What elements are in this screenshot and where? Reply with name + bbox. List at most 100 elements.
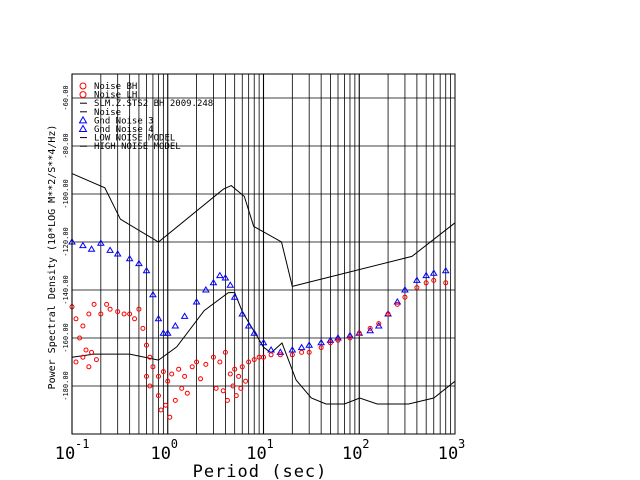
legend-label: Gnd Noise 4 [94, 125, 154, 135]
data-point-circle [115, 309, 121, 315]
data-point-triangle [413, 276, 421, 283]
data-point-circle [318, 345, 324, 351]
x-axis-label: Period (sec) [193, 462, 328, 480]
data-point-triangle [244, 322, 253, 329]
legend-symbol-triangle [78, 124, 88, 132]
data-point-circle [98, 311, 104, 317]
data-point-circle [251, 357, 257, 363]
data-point-circle [182, 373, 188, 379]
data-point-circle [232, 366, 238, 372]
legend-label: LOW NOISE MODEL [94, 134, 175, 144]
data-point-triangle [87, 245, 96, 252]
y-axis-label: Power Spectral Density (10*LOG M**2/S**4… [47, 125, 58, 390]
data-point-triangle [154, 314, 163, 322]
data-point-circle [227, 371, 233, 377]
data-point-circle [261, 354, 266, 360]
data-point-triangle [171, 322, 180, 329]
data-point-circle [184, 390, 190, 396]
legend-label: SLM.Z.STS2 BH 2009.248 [94, 99, 213, 109]
data-point-circle [91, 301, 97, 307]
data-point-circle [230, 383, 236, 389]
data-point-circle [402, 294, 408, 300]
legend-entry: Gnd Noise 3 [78, 115, 154, 126]
data-point-circle [132, 316, 138, 322]
data-point-triangle [79, 241, 87, 249]
data-point-triangle [334, 334, 342, 341]
data-point-triangle [393, 298, 402, 305]
legend-label: HIGH NOISE MODEL [94, 142, 181, 152]
data-point-circle [198, 376, 204, 382]
data-point-circle [443, 280, 449, 286]
data-point-circle [347, 335, 353, 341]
data-point-circle [238, 385, 244, 391]
y-tick-label: -100.00 [62, 179, 70, 209]
data-point-triangle [401, 286, 409, 293]
data-point-triangle [346, 331, 354, 339]
data-point-triangle [159, 329, 168, 336]
data-point-circle [367, 325, 373, 331]
data-point-circle [394, 301, 400, 307]
data-point-circle [107, 306, 113, 312]
grid-lines [71, 74, 455, 434]
data-point-triangle [305, 341, 314, 348]
data-point-triangle [259, 338, 268, 346]
x-tick-label: 10 [151, 444, 171, 464]
data-point-circle [194, 359, 200, 365]
x-tick-label: 10 [342, 444, 362, 464]
data-point-circle [73, 316, 79, 322]
series-noise_red [69, 277, 449, 384]
data-point-circle [222, 349, 228, 355]
data-point-circle [243, 378, 249, 384]
data-point-circle [73, 359, 79, 365]
data-point-circle [210, 354, 216, 360]
data-point-circle [376, 321, 382, 327]
data-point-triangle [267, 346, 275, 353]
data-point-circle [423, 280, 429, 286]
data-point-circle [104, 301, 110, 307]
data-point-triangle [297, 343, 306, 351]
y-tick-label: -140.00 [62, 275, 70, 305]
data-point-circle [335, 337, 341, 343]
data-point-triangle [422, 271, 431, 279]
data-point-circle [203, 361, 209, 367]
data-point-circle [136, 306, 142, 312]
y-tick-label: -60.00 [62, 85, 70, 110]
data-point-circle [165, 378, 171, 384]
data-point-circle [306, 349, 312, 355]
legend-label: Noise [94, 108, 121, 118]
data-point-circle [236, 373, 242, 379]
data-point-triangle [209, 278, 218, 286]
data-point-circle [169, 371, 175, 377]
data-point-circle [93, 357, 99, 363]
data-point-triangle [429, 269, 438, 276]
data-point-triangle [317, 338, 326, 346]
data-point-circle [289, 352, 295, 358]
data-point-circle [80, 323, 86, 329]
x-tick-exponent: 0 [171, 437, 178, 451]
data-point-triangle [113, 250, 122, 257]
x-tick-label: 10 [246, 444, 266, 464]
data-point-circle [246, 359, 252, 365]
data-point-circle [144, 342, 150, 348]
x-tick-label: 10 [438, 444, 458, 464]
data-point-circle [89, 349, 95, 355]
data-point-circle [356, 330, 362, 336]
legend-entry: HIGH NOISE MODEL [80, 142, 181, 152]
data-point-circle [431, 277, 437, 283]
x-tick-exponent: 1 [267, 437, 274, 451]
data-point-circle [80, 354, 86, 360]
data-point-circle [414, 285, 420, 291]
x-tick-label: 10 [55, 444, 75, 464]
data-point-circle [233, 393, 239, 399]
y-tick-label: -160.00 [62, 323, 70, 353]
data-point-circle [213, 385, 219, 391]
data-point-circle [127, 311, 133, 317]
data-point-circle [217, 359, 223, 365]
data-point-circle [189, 364, 195, 370]
data-point-circle [155, 393, 161, 399]
data-point-triangle [192, 298, 201, 305]
data-point-circle [299, 349, 305, 355]
data-point-circle [147, 354, 153, 360]
legend-entry: Noise BH [79, 82, 137, 92]
data-point-triangle [230, 293, 239, 300]
